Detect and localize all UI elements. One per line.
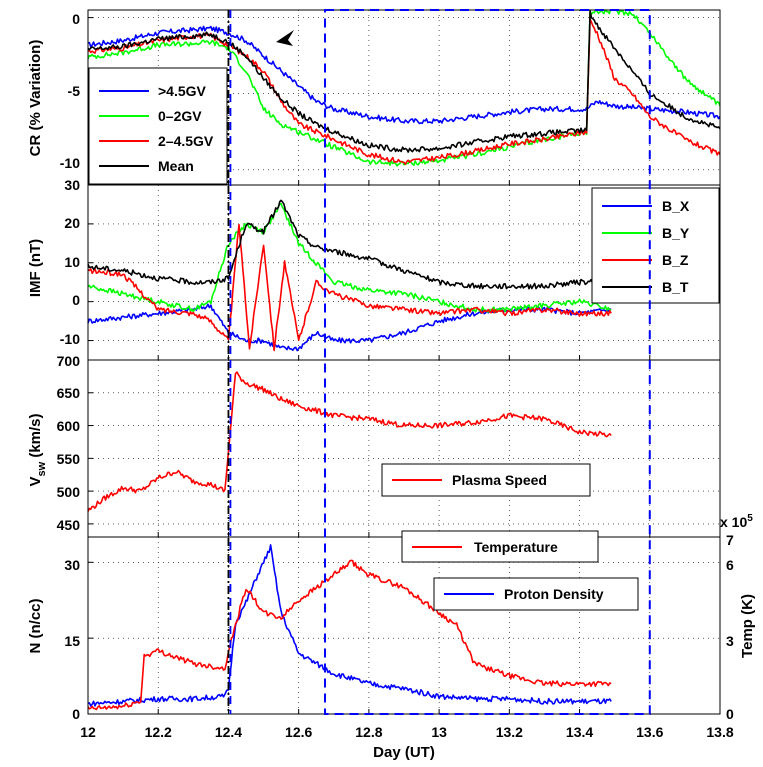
imf-panel: 30 20 10 0 -10 IMF (nT) B_X B_Y B_Z B_T <box>27 177 721 361</box>
xtick-13-2: 13.2 <box>496 724 523 740</box>
vsw-ytick-450: 450 <box>57 517 81 533</box>
series-imf-b-z <box>87 223 612 352</box>
legend-bx: B_X <box>662 198 690 214</box>
series-cr-2-4-5gv <box>87 18 721 165</box>
imf-ytick-30: 30 <box>64 177 80 193</box>
series-density-temp-temperature <box>87 559 612 711</box>
series-imf-b-t <box>87 199 612 290</box>
xtick-12-4: 12.4 <box>215 724 242 740</box>
temp-ytick-7: 7 <box>726 532 734 548</box>
xtick-13: 13 <box>431 724 447 740</box>
imf-y-ticks: 30 20 10 0 -10 <box>60 177 80 347</box>
series-cr-4-5gv <box>87 25 721 125</box>
temp-ytick-0: 0 <box>726 706 734 722</box>
density-ytick-0: 0 <box>72 706 80 722</box>
legend-bz: B_Z <box>662 252 689 268</box>
xtick-12: 12 <box>80 724 96 740</box>
temp-ytick-6: 6 <box>726 557 734 573</box>
legend-temperature: Temperature <box>474 539 558 555</box>
onset-arrow <box>276 30 294 46</box>
imf-y-axis-label: IMF (nT) <box>27 239 44 297</box>
legend-2-45gv: 2–4.5GV <box>158 133 214 149</box>
vsw-ytick-700: 700 <box>57 353 81 369</box>
vsw-y-axis-label: Vsw (km/s) <box>27 413 48 486</box>
vsw-panel: 700 650 600 550 500 450 Vsw (km/s) Plasm… <box>27 353 721 538</box>
legend-0-2gv: 0–2GV <box>158 108 202 124</box>
imf-ytick-10: 10 <box>64 254 80 270</box>
event-markers <box>227 9 651 715</box>
density-y-axis-label: N (n/cc) <box>27 598 44 653</box>
legend-by: B_Y <box>662 225 690 241</box>
highlight-interval-box <box>324 9 651 715</box>
imf-legend: B_X B_Y B_Z B_T <box>591 187 720 304</box>
x-axis-label: Day (UT) <box>373 744 435 761</box>
density-ytick-30: 30 <box>64 557 80 573</box>
vsw-legend: Plasma Speed <box>381 463 591 497</box>
legend-plasma-speed: Plasma Speed <box>452 472 547 488</box>
vsw-label-main: V <box>27 477 44 487</box>
x-axis-ticks: 12 12.2 12.4 12.6 12.8 13 13.2 13.4 13.6… <box>80 724 734 740</box>
series-cr-mean <box>87 10 721 153</box>
temp-exponent-power: 5 <box>747 513 753 524</box>
temp-y-axis-label: Temp (K) <box>739 594 756 658</box>
vsw-label-unit: (km/s) <box>27 413 44 461</box>
cr-panel: 0 -5 -10 CR (% Variation) >4.5GV 0–2GV 2… <box>27 9 721 186</box>
series-vsw-plasma-speed <box>87 371 612 512</box>
vsw-ytick-600: 600 <box>57 418 81 434</box>
cr-y-axis-label: CR (% Variation) <box>27 40 44 157</box>
cr-ytick-2: -10 <box>60 155 80 171</box>
xtick-12-2: 12.2 <box>145 724 172 740</box>
series-imf-b-y <box>87 202 612 313</box>
temp-exponent-base: x 10 <box>720 514 747 530</box>
density-legend: Proton Density <box>433 577 639 611</box>
vsw-label-sub: sw <box>36 461 48 476</box>
legend-bt: B_T <box>662 279 689 295</box>
imf-ytick-m10: -10 <box>60 331 80 347</box>
cr-ytick-1: -5 <box>68 83 81 99</box>
density-ytick-15: 15 <box>64 633 80 649</box>
cr-ytick-0: 0 <box>72 11 80 27</box>
vsw-ytick-650: 650 <box>57 385 81 401</box>
series-density-temp-proton-density <box>87 544 612 707</box>
legend-proton-density: Proton Density <box>504 586 604 602</box>
temp-y-ticks: 7 6 3 0 <box>726 532 734 722</box>
temp-ytick-3: 3 <box>726 633 734 649</box>
xtick-13-4: 13.4 <box>566 724 593 740</box>
legend-gt45gv: >4.5GV <box>158 83 207 99</box>
xtick-13-8: 13.8 <box>706 724 733 740</box>
vsw-ytick-550: 550 <box>57 451 81 467</box>
temp-legend: Temperature <box>401 530 599 563</box>
cr-y-ticks: 0 -5 -10 <box>60 11 80 171</box>
density-temp-panel: 30 15 0 7 6 3 0 x 105 N (n/cc) Temp (K) … <box>27 513 756 722</box>
xtick-12-6: 12.6 <box>285 724 312 740</box>
imf-ytick-20: 20 <box>64 215 80 231</box>
xtick-13-6: 13.6 <box>636 724 663 740</box>
cr-legend: >4.5GV 0–2GV 2–4.5GV Mean <box>88 67 228 185</box>
temp-exponent-label: x 105 <box>720 513 753 530</box>
imf-ytick-0: 0 <box>72 292 80 308</box>
density-y-ticks: 30 15 0 <box>64 557 80 722</box>
vsw-y-ticks: 700 650 600 550 500 450 <box>57 353 81 533</box>
legend-mean: Mean <box>158 158 194 174</box>
vsw-ytick-500: 500 <box>57 484 81 500</box>
xtick-12-8: 12.8 <box>355 724 382 740</box>
